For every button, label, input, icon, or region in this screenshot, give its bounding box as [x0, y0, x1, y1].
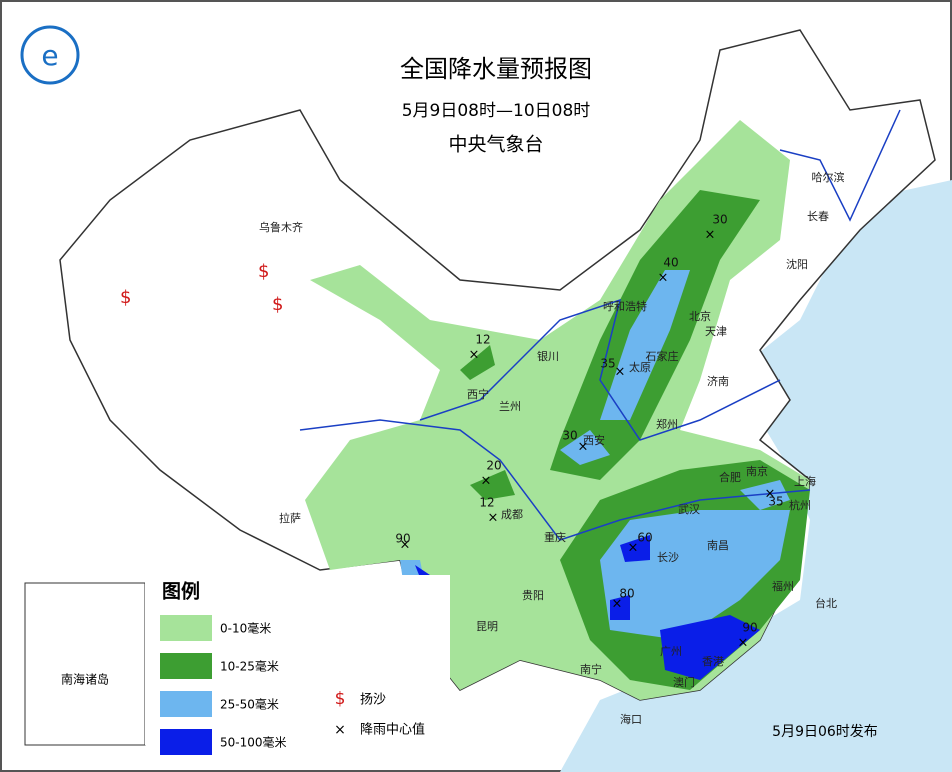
city-label: 昆明: [476, 620, 498, 633]
city-label: 台北: [815, 596, 837, 610]
rain-50-100: [415, 535, 760, 680]
sand-marker: $: [272, 294, 283, 315]
city-label: 拉萨: [279, 511, 301, 525]
yellow-river: [419, 298, 781, 441]
legend-swatch: [160, 653, 212, 679]
legend-sand: 扬沙: [360, 693, 386, 708]
city-label: 贵阳: [522, 589, 544, 602]
rain-center-value: 12: [479, 496, 494, 510]
rain-center-value: 60: [637, 531, 652, 545]
rivers: [299, 109, 901, 541]
legend-title: 图例: [162, 580, 200, 603]
sand-marker: $: [120, 287, 131, 308]
rain-center-value: 80: [619, 587, 634, 601]
legend-items: 0-10毫米 10-25毫米 25-50毫米 50-100毫米: [160, 615, 287, 755]
rain-center-mark: ×: [658, 271, 669, 286]
legend-label: 0-10毫米: [220, 621, 271, 636]
city-label: 海口: [620, 712, 642, 726]
city-label: 西安: [583, 433, 605, 447]
rain-center-mark: ×: [738, 636, 749, 651]
city-label: 长春: [807, 210, 829, 223]
legend-label: 25-50毫米: [220, 697, 279, 712]
city-label: 南宁: [580, 662, 602, 676]
city-label: 合肥: [719, 470, 741, 484]
rain-center-mark: ×: [400, 538, 411, 553]
inset: [24, 582, 146, 746]
rain-center-value: 40: [663, 256, 678, 270]
city-label: 成都: [501, 508, 523, 521]
inset-label: 南海诸岛: [61, 672, 109, 687]
sand-marker: $: [258, 261, 269, 282]
city-label: 杭州: [789, 498, 811, 512]
title: 全国降水量预报图: [400, 55, 592, 83]
city-label: 西宁: [467, 387, 489, 401]
songhua: [779, 109, 901, 222]
city-label: 呼和浩特: [603, 299, 647, 313]
city-label: 沈阳: [786, 257, 808, 271]
sea: [560, 180, 952, 772]
rain-center-value: 35: [768, 495, 783, 509]
logo: [20, 25, 80, 85]
rain-center-mark: ×: [469, 348, 480, 363]
city-label: 石家庄: [646, 349, 679, 363]
legend-center: 降雨中心值: [360, 722, 425, 738]
rain-center-value: 20: [486, 459, 501, 473]
rain-center-value: 35: [600, 357, 615, 371]
rain-center-mark: ×: [705, 228, 716, 243]
city-label: 北京: [689, 309, 711, 323]
city-label: 南昌: [707, 539, 729, 552]
yangtze: [299, 419, 811, 541]
city-label: 兰州: [499, 400, 521, 413]
city-label: 天津: [705, 325, 727, 338]
legend-label: 50-100毫米: [220, 735, 287, 750]
city-label: 澳门: [673, 675, 695, 689]
rain-center-value: 90: [742, 621, 757, 635]
city-label: 郑州: [656, 417, 678, 431]
subtitle: 5月9日08时—10日08时: [402, 101, 591, 121]
legend-label: 10-25毫米: [220, 659, 279, 674]
legend-swatch: [160, 729, 212, 755]
legend-sand-icon: $: [335, 689, 346, 709]
city-label: 武汉: [678, 503, 700, 516]
issue-time: 5月9日06时发布: [772, 724, 878, 740]
city-label: 长沙: [657, 551, 679, 564]
rain-center-value: 30: [562, 429, 577, 443]
legend-swatch: [160, 615, 212, 641]
legend-center-icon: ×: [334, 722, 346, 738]
rain-center-value: 90: [395, 532, 410, 546]
rain-center-mark: ×: [481, 474, 492, 489]
city-label: 重庆: [544, 530, 566, 544]
rain-center-mark: ×: [615, 365, 626, 380]
city-label: 上海: [794, 474, 816, 488]
logo-mark: e: [41, 39, 58, 72]
rain-center-value: 30: [712, 213, 727, 227]
city-label: 太原: [629, 361, 651, 374]
sand-markers: $ $ $: [120, 261, 283, 315]
city-label: 哈尔滨: [812, 170, 845, 184]
city-label: 福州: [772, 579, 794, 593]
rain-center-mark: ×: [488, 511, 499, 526]
rain-center-mark: ×: [578, 440, 589, 455]
city-label: 香港: [702, 655, 724, 668]
rain-center-mark: ×: [628, 541, 639, 556]
issuer: 中央气象台: [448, 134, 543, 156]
rain-center-value: 12: [475, 333, 490, 347]
city-label: 济南: [707, 374, 729, 388]
city-label: 南京: [746, 464, 768, 478]
city-label: 银川: [537, 349, 559, 363]
city-label: 广州: [660, 645, 682, 658]
city-label: 乌鲁木齐: [259, 220, 303, 234]
rain-25-50: [400, 270, 790, 640]
rain-center-mark: ×: [765, 487, 776, 502]
rain-center-mark: ×: [612, 597, 623, 612]
legend-swatch: [160, 691, 212, 717]
